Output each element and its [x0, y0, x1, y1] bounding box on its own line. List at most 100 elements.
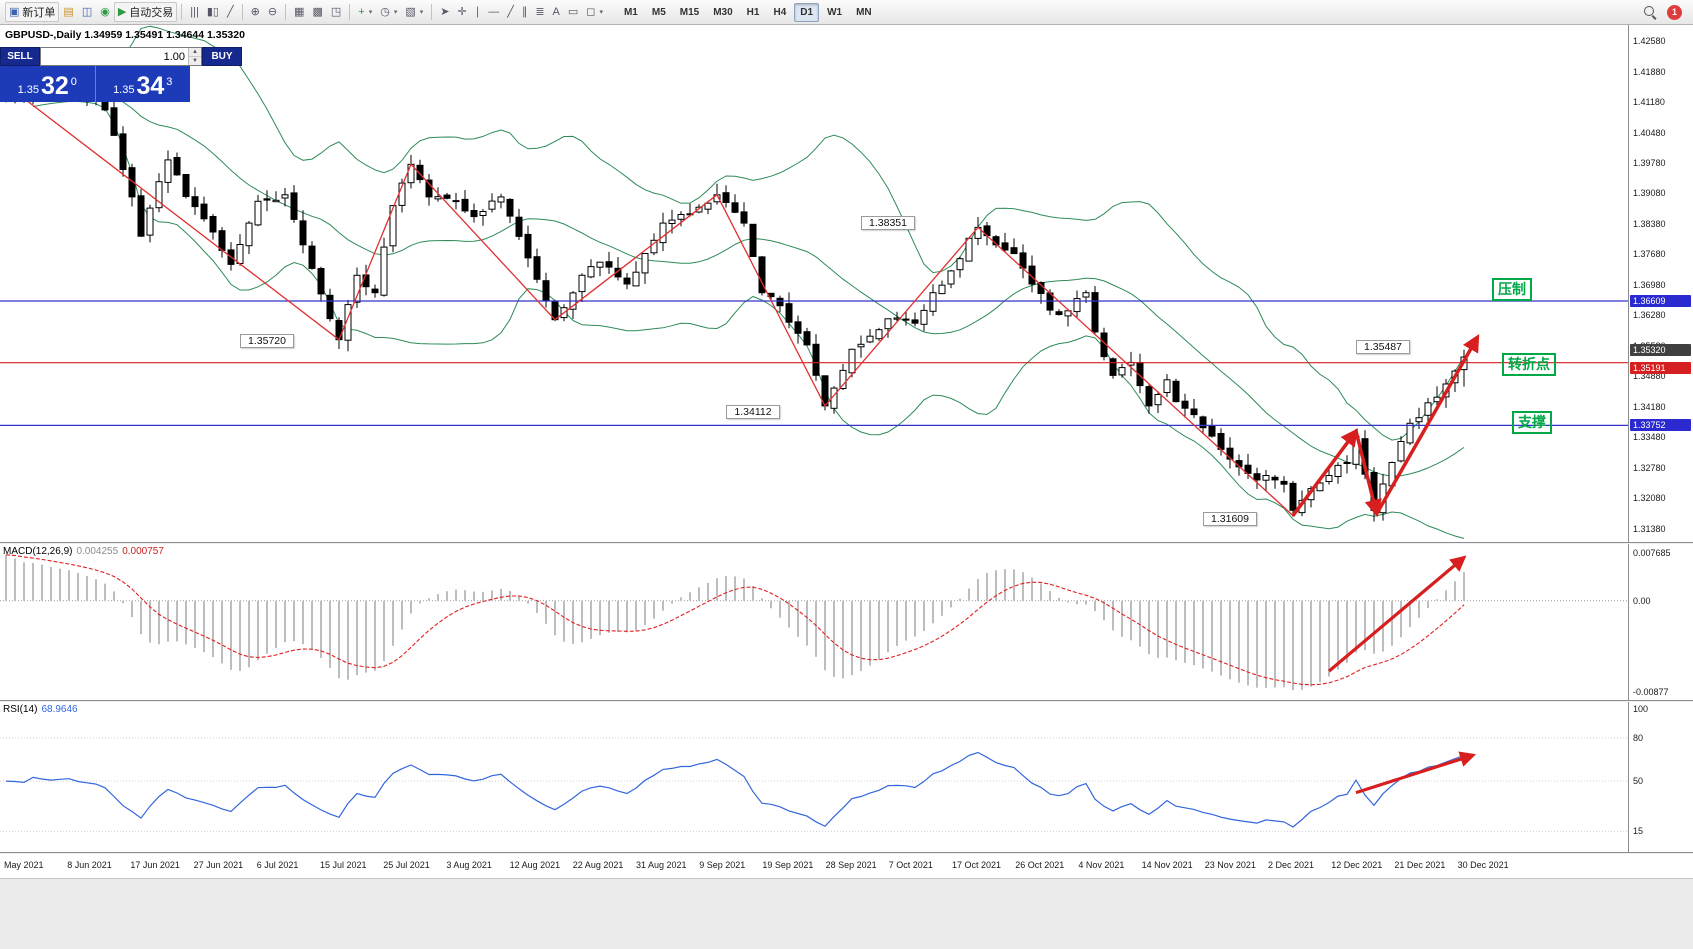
equidistant-channel-button[interactable]: ∥ [518, 2, 532, 22]
cursor-icon: ➤ [440, 5, 450, 18]
date-tick: 2 Dec 2021 [1268, 860, 1315, 870]
chart-info-line: GBPUSD-,Daily 1.34959 1.35491 1.34644 1.… [5, 29, 245, 41]
rsi-tick: 50 [1633, 776, 1644, 787]
tile-windows-icon: ▦ [294, 5, 305, 18]
bar-chart-button[interactable]: ||| [186, 2, 203, 22]
volume-field: ▲ ▼ [40, 47, 202, 66]
macd-tick: 0.00 [1633, 595, 1651, 606]
volume-down-button[interactable]: ▼ [189, 57, 201, 65]
macd-axis[interactable]: 0.007685 0.00 -0.00877 [1628, 544, 1693, 701]
toolbar: ▣ 新订单 ▤ ◫ ◉ ▶ 自动交易 ||| ▮▯ ╱ ⊕ ⊖ ▦ ▩ ◳ + ▾ ◷ ▾ ▧ ▾ ➤ ✛ ∣ ― ╱ ∥ ≣ A ▭ ◻ ▾… [0, 0, 1693, 25]
zoom-in-button[interactable]: ⊕ [247, 2, 264, 22]
indicators-button[interactable]: + ▾ [354, 2, 376, 22]
sell-button[interactable]: SELL [0, 47, 40, 66]
text-label-button[interactable]: ▭ [564, 2, 582, 22]
notification-badge[interactable]: 1 [1667, 4, 1682, 20]
swing-price-label[interactable]: 1.38351 [861, 215, 915, 230]
text-icon: A [552, 5, 560, 18]
one-click-trading-panel: SELL ▲ ▼ BUY 1.35 32 0 1.35 [0, 47, 242, 102]
date-tick: 23 Nov 2021 [1204, 860, 1256, 870]
ask-price[interactable]: 1.35 34 3 [96, 66, 191, 102]
date-tick: 31 Aug 2021 [636, 860, 687, 870]
price-badge: 1.33752 [1630, 419, 1691, 432]
price-tick: 1.34180 [1633, 401, 1666, 412]
swing-price-label[interactable]: 1.34112 [726, 404, 780, 419]
cascade-windows-button[interactable]: ▩ [308, 2, 326, 22]
navigator-icon: ◉ [100, 5, 110, 18]
macd-value-main: 0.004255 [76, 546, 119, 557]
volume-up-button[interactable]: ▲ [189, 48, 201, 57]
timeframe-m5[interactable]: M5 [651, 6, 666, 18]
rsi-indicator-panel[interactable]: RSI(14) 68.9646 [0, 702, 1628, 853]
text-button[interactable]: A [549, 2, 564, 22]
timeframe-mn[interactable]: MN [856, 6, 872, 18]
search-icon[interactable] [1643, 5, 1657, 19]
price-chart-panel[interactable]: GBPUSD-,Daily 1.34959 1.35491 1.34644 1.… [0, 25, 1628, 543]
date-tick: 12 Aug 2021 [509, 860, 561, 870]
price-tick: 1.32780 [1633, 462, 1666, 473]
rsi-label: RSI(14) 68.9646 [3, 704, 78, 715]
timeframe-m15[interactable]: M15 [679, 6, 700, 18]
crosshair-button[interactable]: ✛ [453, 2, 470, 22]
price-tick: 1.40480 [1633, 127, 1666, 138]
support-label[interactable]: 支撑 [1512, 411, 1552, 435]
caret-down-icon: ▾ [419, 9, 424, 16]
buy-button[interactable]: BUY [202, 47, 242, 66]
candlestick-chart-button[interactable]: ▮▯ [203, 2, 223, 22]
rsi-axis[interactable]: 100 80 50 15 [1628, 702, 1693, 853]
price-tick: 1.32080 [1633, 493, 1666, 504]
resistance-label[interactable]: 压制 [1492, 278, 1532, 301]
macd-indicator-panel[interactable]: MACD(12,26,9) 0.004255 0.000757 [0, 544, 1628, 701]
vertical-line-button[interactable]: ∣ [471, 2, 485, 22]
date-tick: 12 Dec 2021 [1331, 860, 1383, 870]
market-watch-button[interactable]: ▤ [59, 2, 77, 22]
timeframe-h1[interactable]: H1 [746, 6, 760, 18]
price-tick: 1.38380 [1633, 218, 1666, 229]
toolbar-separator [431, 4, 433, 20]
horizontal-line-button[interactable]: ― [484, 2, 503, 22]
date-tick: 30 Dec 2021 [1457, 860, 1509, 870]
timeframe-m1[interactable]: M1 [623, 6, 638, 18]
volume-input[interactable] [41, 48, 188, 65]
macd-tick: -0.00877 [1633, 687, 1669, 697]
timeframe-w1[interactable]: W1 [827, 6, 843, 18]
text-label-icon: ▭ [567, 5, 579, 18]
track-chart-button[interactable]: ◳ [327, 2, 345, 22]
new-order-button[interactable]: ▣ 新订单 [5, 2, 60, 22]
macd-tick: 0.007685 [1633, 548, 1671, 558]
date-tick: 28 Sep 2021 [825, 860, 877, 870]
price-axis[interactable]: 1.42580 1.41880 1.41180 1.40480 1.39780 1.390… [1628, 25, 1693, 543]
swing-price-label[interactable]: 1.35487 [1356, 340, 1410, 355]
rsi-tick: 15 [1633, 826, 1644, 837]
date-tick: 25 Jul 2021 [383, 860, 430, 870]
price-badge: 1.36609 [1630, 295, 1691, 308]
horizontal-line-icon: ― [488, 5, 500, 18]
line-chart-button[interactable]: ╱ [223, 2, 238, 22]
bid-big-digits: 32 [40, 72, 69, 100]
swing-price-label[interactable]: 1.31609 [1203, 511, 1257, 526]
tile-windows-button[interactable]: ▦ [290, 2, 308, 22]
timeframe-h4[interactable]: H4 [773, 6, 787, 18]
data-window-button[interactable]: ◫ [78, 2, 96, 22]
shapes-button[interactable]: ◻ ▾ [582, 2, 607, 22]
timeframe-m30[interactable]: M30 [713, 6, 733, 18]
bid-price[interactable]: 1.35 32 0 [0, 66, 96, 102]
time-axis[interactable]: May 2021 8 Jun 2021 17 Jun 2021 27 Jun 2021… [0, 854, 1693, 878]
autotrading-button[interactable]: ▶ 自动交易 [113, 2, 178, 22]
swing-price-label[interactable]: 1.35720 [240, 334, 294, 349]
trendline-button[interactable]: ╱ [503, 2, 518, 22]
macd-chart [0, 554, 1628, 691]
timeframe-d1[interactable]: D1 [794, 2, 820, 22]
zoom-out-button[interactable]: ⊖ [264, 2, 281, 22]
price-badge: 1.35191 [1630, 361, 1691, 374]
toolbar-separator [181, 4, 183, 20]
autotrading-icon: ▶ [117, 5, 127, 18]
track-chart-icon: ◳ [330, 5, 342, 18]
cursor-button[interactable]: ➤ [436, 2, 453, 22]
templates-button[interactable]: ▧ ▾ [401, 2, 427, 22]
navigator-button[interactable]: ◉ [96, 2, 114, 22]
fibonacci-button[interactable]: ≣ [531, 2, 548, 22]
pivot-label[interactable]: 转折点 [1502, 352, 1556, 376]
periods-button[interactable]: ◷ ▾ [376, 2, 401, 22]
date-tick: 4 Nov 2021 [1078, 860, 1125, 870]
